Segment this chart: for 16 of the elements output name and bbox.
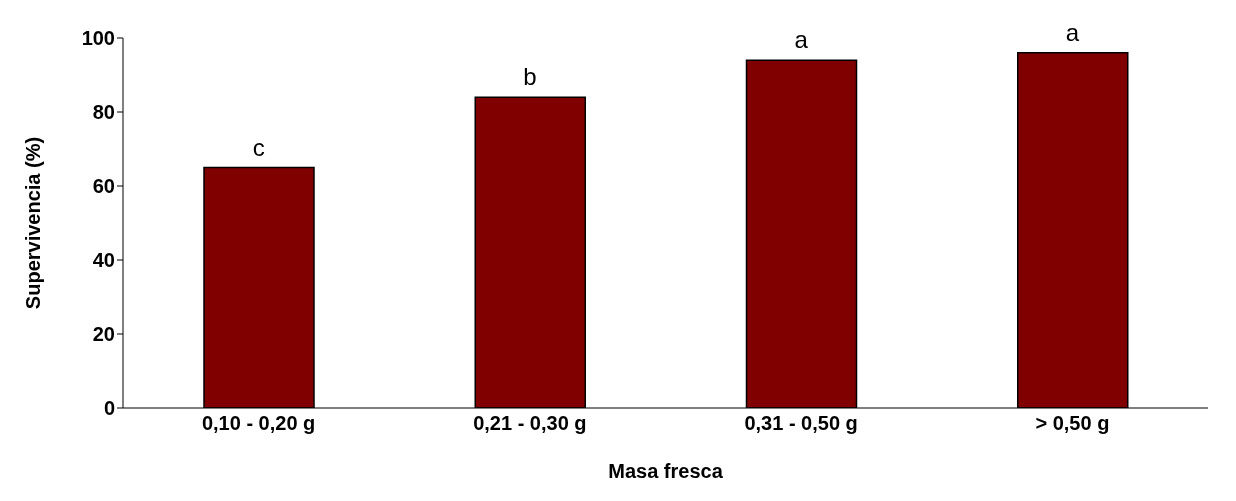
x-tick-label: 0,21 - 0,30 g	[473, 412, 587, 435]
x-axis-title: Masa fresca	[608, 460, 724, 482]
y-tick-label: 0	[103, 397, 115, 420]
x-tick-label: 0,31 - 0,50 g	[744, 412, 858, 435]
x-tick-label: 0,10 - 0,20 g	[201, 412, 316, 435]
y-tick-label: 80	[92, 101, 115, 124]
annotation: a	[1065, 18, 1080, 46]
annotation: b	[523, 63, 537, 91]
x-tick-label: > 0,50 g	[1035, 412, 1110, 435]
y-tick-label: 40	[92, 249, 115, 272]
y-tick-label: 20	[92, 323, 115, 346]
y-axis-title: Supervivencia (%)	[22, 136, 45, 310]
annotation: c	[252, 133, 265, 161]
y-tick-label: 100	[81, 27, 115, 50]
y-tick-label: 60	[92, 175, 115, 198]
annotation: a	[794, 26, 809, 54]
